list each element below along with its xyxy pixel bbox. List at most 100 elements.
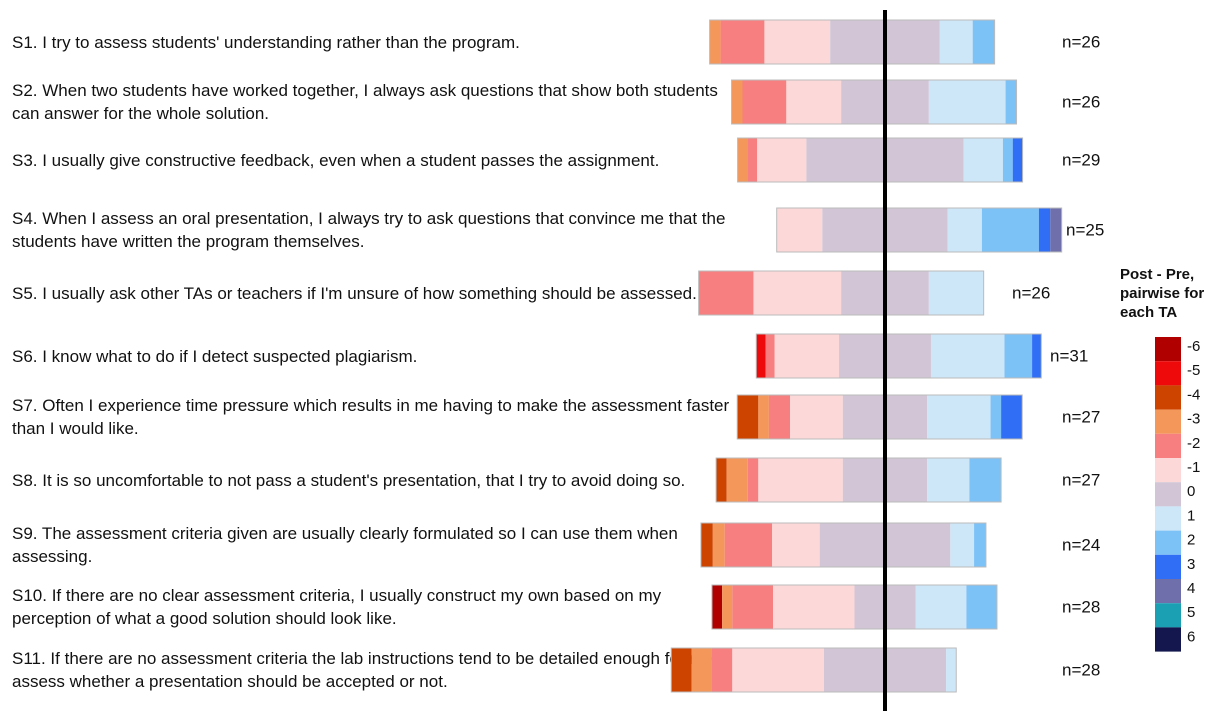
legend-label: -1 xyxy=(1187,459,1200,476)
n-label: n=24 xyxy=(1062,535,1100,554)
legend-label: 1 xyxy=(1187,507,1195,524)
bar-row xyxy=(698,271,984,315)
bar-segment xyxy=(950,523,975,567)
statement-box: S9. The assessment criteria given are us… xyxy=(12,524,678,566)
bar-row xyxy=(731,80,1017,124)
statement-label: S11. If there are no assessment criteria… xyxy=(12,649,732,691)
bar-segment xyxy=(732,585,774,629)
legend-label: 0 xyxy=(1187,483,1195,500)
bar-row xyxy=(716,458,1002,502)
bar-row xyxy=(709,20,995,64)
n-label: n=28 xyxy=(1062,660,1100,679)
statement-box: S8. It is so uncomfortable to not pass a… xyxy=(12,471,685,490)
bar-segment xyxy=(671,648,692,692)
statement-box: S10. If there are no clear assessment cr… xyxy=(12,586,661,628)
bar-outline xyxy=(731,79,1018,125)
bar-segment xyxy=(712,523,725,567)
bar-segment xyxy=(927,458,970,502)
bar-segment xyxy=(711,585,723,629)
bar-segment xyxy=(947,208,982,252)
bar-segment xyxy=(756,334,766,378)
bar-outline xyxy=(755,333,1042,379)
bar-segment xyxy=(731,80,743,124)
statement-label: S1. I try to assess students' understand… xyxy=(12,32,520,52)
bar-segment xyxy=(966,585,997,629)
legend-label: 3 xyxy=(1187,556,1195,573)
bar-segment xyxy=(790,395,843,439)
n-label: n=29 xyxy=(1062,150,1100,169)
legend-label: 6 xyxy=(1187,628,1195,645)
bar-segment xyxy=(711,648,733,692)
legend-swatch xyxy=(1155,627,1181,652)
bar-segment xyxy=(1032,334,1042,378)
bar-outline xyxy=(711,584,998,630)
bar-outline xyxy=(736,394,1023,440)
bar-segment xyxy=(1038,208,1051,252)
statement-box: S5. I usually ask other TAs or teachers … xyxy=(12,284,697,303)
bar-segment xyxy=(753,271,842,315)
bar-segment xyxy=(737,138,748,182)
bar-segment xyxy=(773,585,855,629)
legend-label: -6 xyxy=(1187,338,1200,355)
statement-box: S3. I usually give constructive feedback… xyxy=(12,150,660,170)
bar-segment xyxy=(776,208,823,252)
legend-swatch xyxy=(1155,530,1181,555)
n-label: n=31 xyxy=(1050,346,1088,365)
bar-segment xyxy=(768,395,790,439)
bar-outline xyxy=(776,207,1063,253)
legend-swatch xyxy=(1155,337,1181,362)
bar-outline xyxy=(698,270,985,316)
statement-label: S9. The assessment criteria given are us… xyxy=(12,524,678,566)
bar-segment xyxy=(737,395,759,439)
legend-title: Post - Pre, pairwise for each TA xyxy=(1120,266,1205,321)
bar-segment xyxy=(1002,138,1013,182)
statement-box: S1. I try to assess students' understand… xyxy=(12,32,520,52)
legend-label: 5 xyxy=(1187,604,1195,621)
n-label: n=25 xyxy=(1066,220,1104,239)
bar-segment xyxy=(927,395,991,439)
n-label: n=27 xyxy=(1062,470,1100,489)
bar-row xyxy=(737,138,1023,182)
legend-swatch xyxy=(1155,554,1181,579)
bar-segment xyxy=(1005,80,1017,124)
bar-segment xyxy=(928,271,984,315)
legend-swatch xyxy=(1155,458,1181,483)
bar-segment xyxy=(698,271,754,315)
legend-label: -5 xyxy=(1187,362,1200,379)
legend-swatch xyxy=(1155,409,1181,434)
statement-label: S3. I usually give constructive feedback… xyxy=(12,150,660,170)
bar-segment xyxy=(1012,138,1023,182)
statement-box: S4. When I assess an oral presentation, … xyxy=(12,209,725,251)
bar-outline xyxy=(715,457,1002,503)
bar-segment xyxy=(709,20,721,64)
bar-segment xyxy=(928,80,1006,124)
bar-segment xyxy=(972,20,995,64)
bar-segment xyxy=(742,80,787,124)
bar-outline xyxy=(670,647,957,693)
bar-segment xyxy=(716,458,727,502)
statement-box: S11. If there are no assessment criteria… xyxy=(12,649,732,691)
legend-swatch xyxy=(1155,361,1181,386)
bar-segment xyxy=(726,458,748,502)
bar-segment xyxy=(946,648,957,692)
bar-segment xyxy=(747,458,759,502)
bar-outline xyxy=(737,137,1024,183)
bar-segment xyxy=(939,20,973,64)
n-label: n=27 xyxy=(1062,407,1100,426)
bar-segment xyxy=(774,334,840,378)
bar-row xyxy=(711,585,997,629)
bar-segment xyxy=(732,648,824,692)
bar-segment xyxy=(1050,208,1062,252)
statement-box: S6. I know what to do if I detect suspec… xyxy=(12,347,417,366)
bar-outline xyxy=(700,522,987,568)
legend-swatch xyxy=(1155,385,1181,410)
bar-row xyxy=(737,395,1023,439)
bar-segment xyxy=(700,523,713,567)
legend-swatch xyxy=(1155,603,1181,628)
bar-segment xyxy=(720,20,765,64)
n-label: n=26 xyxy=(1012,283,1050,302)
n-label: n=26 xyxy=(1062,92,1100,111)
legend-title-box: Post - Pre, pairwise for each TA xyxy=(1120,266,1205,321)
bar-segment xyxy=(691,648,712,692)
